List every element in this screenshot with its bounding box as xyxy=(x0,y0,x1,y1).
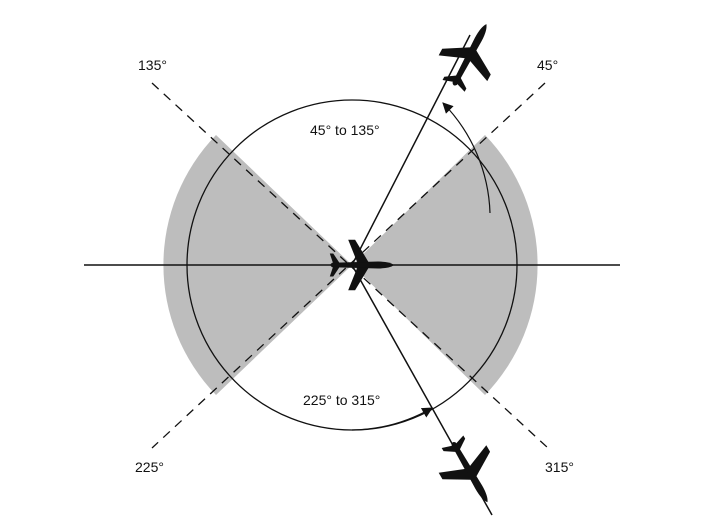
arc-label-lower: 225° to 315° xyxy=(303,392,381,408)
arc-arrow-lower xyxy=(351,407,433,431)
aircraft-path-upper xyxy=(351,34,471,266)
dashed-line-135-315 xyxy=(151,82,549,449)
ray-label-225: 225° xyxy=(135,459,164,475)
aircraft-icon xyxy=(428,427,512,517)
ray-label-135: 135° xyxy=(138,57,167,73)
arc-arrow-upper xyxy=(442,102,491,214)
ray-label-45: 45° xyxy=(537,57,559,73)
aircraft-icon xyxy=(429,11,511,99)
arc-label-upper: 45° to 135° xyxy=(310,122,380,138)
ray-label-315: 315° xyxy=(545,459,574,475)
